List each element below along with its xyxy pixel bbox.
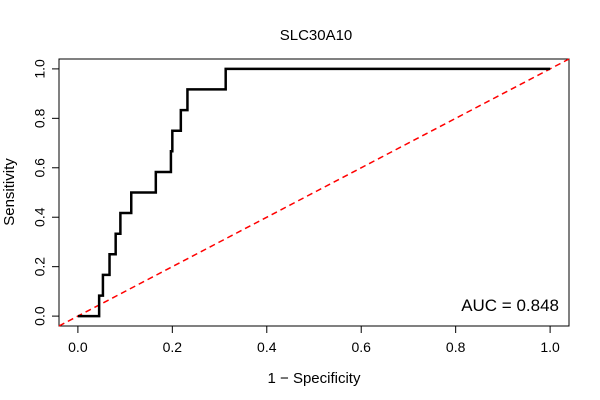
y-tick-label: 0.2 xyxy=(32,257,48,277)
x-tick-label: 0.0 xyxy=(68,339,88,355)
x-tick-label: 0.4 xyxy=(257,339,277,355)
x-tick-label: 0.8 xyxy=(446,339,466,355)
x-axis: 0.0 0.2 0.4 0.6 0.8 1.0 xyxy=(68,326,560,355)
y-tick-label: 0.6 xyxy=(32,158,48,178)
chart-title: SLC30A10 xyxy=(280,27,353,44)
y-tick-label: 0.0 xyxy=(32,306,48,326)
x-axis-label: 1 − Specificity xyxy=(268,370,361,387)
auc-annotation: AUC = 0.848 xyxy=(461,296,559,315)
roc-curve-line xyxy=(77,67,551,318)
series-layer xyxy=(58,58,570,327)
x-tick-label: 1.0 xyxy=(540,339,560,355)
x-tick-label: 0.6 xyxy=(351,339,371,355)
y-axis-label: Sensitivity xyxy=(1,158,18,226)
x-tick-label: 0.2 xyxy=(163,339,183,355)
y-tick-label: 0.4 xyxy=(32,207,48,227)
reference-diagonal-line xyxy=(58,58,570,327)
plot-frame xyxy=(58,58,570,327)
y-tick-label: 0.8 xyxy=(32,108,48,128)
y-axis: 0.0 0.2 0.4 0.6 0.8 1.0 xyxy=(32,59,59,326)
y-tick-label: 1.0 xyxy=(32,59,48,79)
